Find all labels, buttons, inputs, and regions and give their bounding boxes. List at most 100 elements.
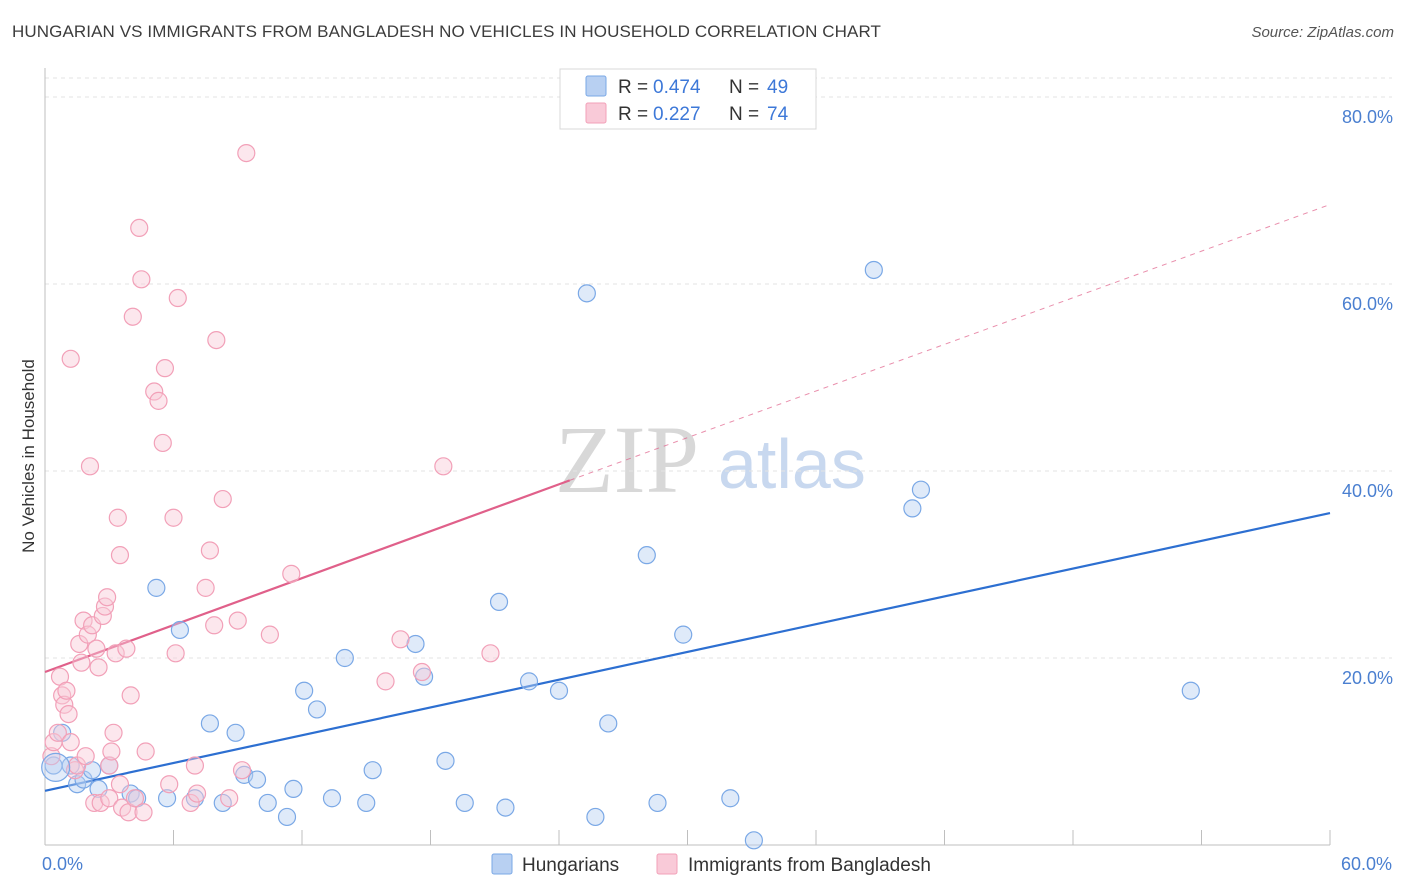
point-hungarians — [1181, 681, 1200, 700]
data-points — [41, 144, 1200, 850]
source-credit: Source: ZipAtlas.com — [1251, 24, 1394, 41]
point-bangladesh — [232, 761, 252, 780]
y-tick-label: 80.0% — [1342, 107, 1393, 127]
point-hungarians — [414, 667, 434, 686]
point-hungarians — [519, 672, 539, 691]
point-hungarians — [258, 793, 277, 813]
x-tick-label-max: 60.0% — [1341, 854, 1392, 874]
trendlines — [44, 204, 1331, 792]
point-bangladesh — [42, 747, 61, 766]
point-hungarians — [577, 284, 596, 303]
point-bangladesh — [237, 144, 256, 163]
point-bangladesh — [74, 611, 93, 630]
point-bangladesh — [104, 723, 123, 742]
point-hungarians — [406, 634, 425, 654]
point-bangladesh — [61, 349, 80, 368]
y-tick-label: 40.0% — [1342, 481, 1393, 501]
legend-n-value-2: 74 — [767, 104, 789, 125]
point-bangladesh — [130, 218, 149, 237]
point-bangladesh — [200, 541, 220, 560]
trendline-dashed-1 — [569, 204, 1331, 481]
point-bangladesh — [48, 723, 67, 742]
point-bangladesh — [412, 662, 432, 682]
legend-r-label-2: R = — [618, 104, 648, 125]
point-bangladesh — [78, 625, 97, 644]
point-hungarians — [637, 546, 656, 565]
x-tick-label-min: 0.0% — [42, 854, 83, 874]
point-hungarians — [157, 789, 177, 808]
point-hungarians — [170, 620, 190, 640]
point-hungarians — [363, 761, 382, 780]
point-bangladesh — [213, 489, 232, 509]
axes: 20.0% 40.0% 60.0% 80.0% — [44, 68, 1393, 846]
point-bangladesh — [168, 288, 187, 308]
y-tick-label: 20.0% — [1342, 668, 1393, 688]
point-bangladesh — [166, 644, 185, 663]
point-hungarians — [911, 480, 931, 499]
legend-r-value-2: 0.227 — [653, 104, 701, 125]
point-bangladesh — [55, 695, 74, 714]
point-bangladesh — [89, 658, 108, 677]
point-bangladesh — [155, 359, 175, 378]
legend-n-label-1: N = — [729, 77, 759, 98]
point-bangladesh — [76, 747, 95, 766]
point-hungarians — [247, 770, 267, 789]
point-bangladesh — [205, 616, 224, 635]
point-hungarians — [307, 700, 327, 719]
point-hungarians — [903, 499, 922, 518]
point-bangladesh — [134, 803, 153, 822]
point-bangladesh — [98, 588, 117, 607]
point-hungarians — [586, 807, 605, 827]
bottom-legend: Hungarians Immigrants from Bangladesh — [491, 853, 931, 876]
point-bangladesh — [153, 433, 172, 453]
legend-r-label-1: R = — [618, 77, 648, 98]
top-legend: R = 0.474 N = 49 R = 0.227 N = 74 — [559, 68, 817, 130]
point-bangladesh — [282, 564, 301, 583]
point-hungarians — [335, 648, 354, 668]
point-bangladesh — [121, 686, 140, 705]
point-bangladesh — [434, 457, 453, 476]
point-bangladesh — [187, 784, 207, 803]
point-hungarians — [322, 789, 342, 808]
point-bangladesh — [80, 457, 100, 476]
trendline-solid-1 — [44, 479, 571, 674]
point-bangladesh — [125, 789, 145, 808]
point-bangladesh — [207, 331, 226, 350]
point-hungarians — [864, 260, 883, 280]
point-hungarians — [721, 789, 740, 808]
legend-r-value-1: 0.474 — [653, 77, 701, 98]
bottom-legend-label-bangladesh: Immigrants from Bangladesh — [688, 855, 931, 876]
point-hungarians — [599, 714, 618, 733]
point-bangladesh — [106, 644, 125, 663]
legend-n-label-2: N = — [729, 104, 759, 125]
point-hungarians — [295, 681, 314, 700]
point-hungarians — [455, 793, 474, 813]
point-bangladesh — [110, 775, 130, 794]
point-bangladesh — [123, 307, 142, 326]
point-bangladesh — [57, 681, 76, 700]
point-bangladesh — [149, 391, 168, 410]
point-bangladesh — [228, 611, 247, 630]
point-hungarians — [277, 807, 297, 827]
point-bangladesh — [65, 761, 85, 780]
point-bangladesh — [102, 742, 121, 761]
point-bangladesh — [391, 630, 410, 649]
point-bangladesh — [185, 756, 205, 775]
trendline-0 — [44, 511, 1331, 792]
point-hungarians — [357, 793, 376, 813]
legend-n-value-1: 49 — [767, 77, 788, 98]
point-hungarians — [200, 714, 220, 733]
point-bangladesh — [181, 793, 200, 813]
point-hungarians — [648, 793, 667, 813]
point-hungarians — [744, 831, 763, 850]
point-bangladesh — [160, 775, 179, 794]
y-axis-title: No Vehicles in Household — [19, 359, 38, 553]
legend-swatch-bangladesh — [585, 102, 607, 124]
point-bangladesh — [164, 508, 183, 527]
point-bangladesh — [91, 793, 110, 813]
bottom-legend-swatch-bangladesh — [656, 853, 678, 875]
point-hungarians — [147, 578, 166, 597]
point-bangladesh — [196, 578, 215, 597]
point-bangladesh — [132, 270, 151, 289]
